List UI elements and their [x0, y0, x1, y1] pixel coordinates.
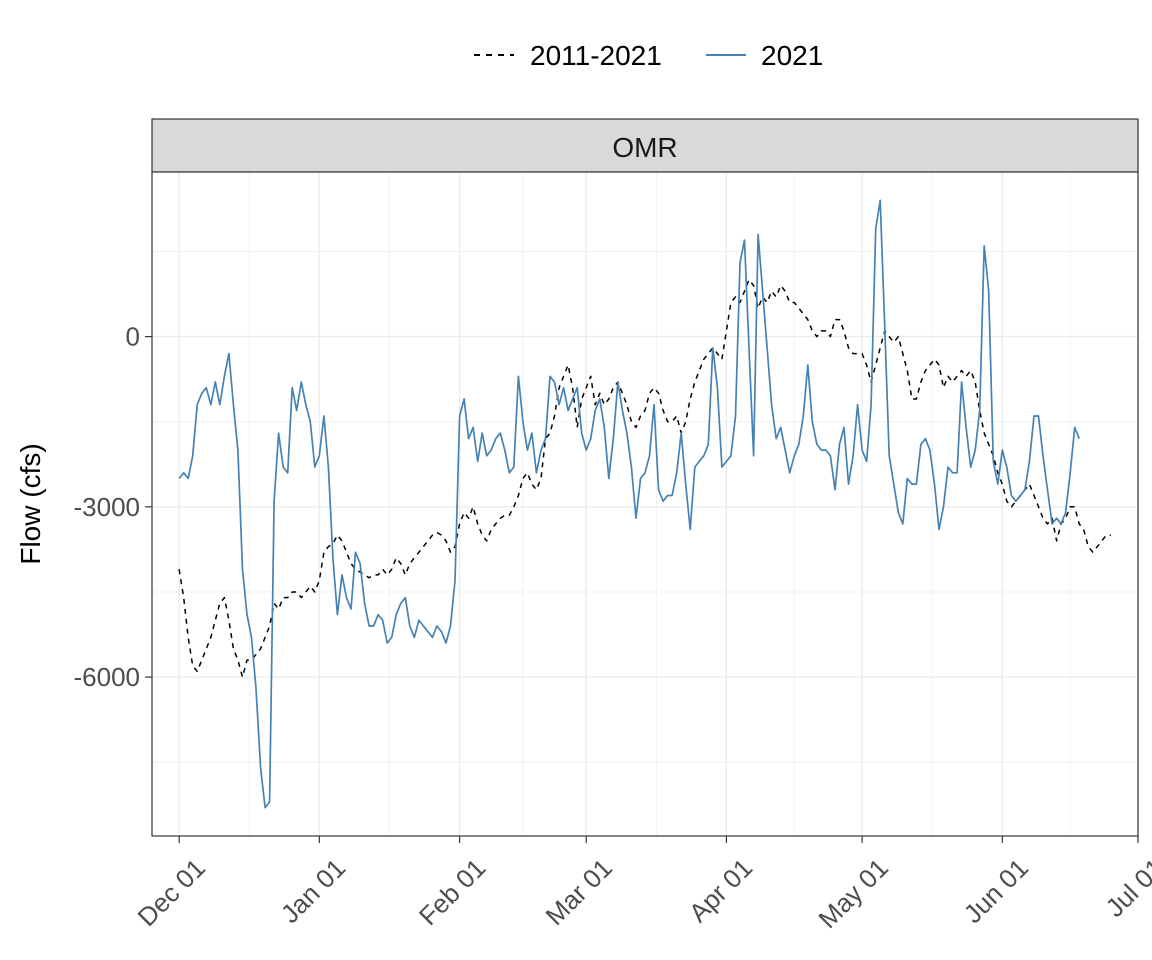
x-tick-label: May 01 — [812, 853, 894, 935]
x-tick-label: Jan 01 — [275, 853, 351, 929]
y-axis-title: Flow (cfs) — [15, 443, 46, 564]
y-tick-label: -3000 — [74, 492, 141, 522]
x-tick-label: Mar 01 — [540, 853, 618, 931]
series-line-2021 — [178, 199, 1080, 809]
legend-label-2021: 2021 — [761, 40, 823, 71]
x-tick-label: Jun 01 — [958, 853, 1034, 929]
plot-panel-border — [151, 171, 1139, 837]
legend-label-2011-2021: 2011-2021 — [530, 40, 662, 71]
y-tick-label: -6000 — [74, 662, 141, 692]
x-tick-label: Jul 01 — [1100, 853, 1152, 923]
y-axis: 0 -3000 -6000 — [74, 322, 152, 692]
plot-panel-background — [152, 172, 1138, 836]
y-tick-label: 0 — [126, 322, 140, 352]
x-axis: Dec 01 Jan 01 Feb 01 Mar 01 Apr 01 May 01 Jun … — [131, 836, 1152, 934]
x-tick-label: Apr 01 — [683, 853, 758, 928]
x-tick-label: Feb 01 — [413, 853, 491, 931]
facet-strip-label: OMR — [612, 132, 677, 163]
legend: 2011-2021 2021 — [474, 40, 823, 71]
x-tick-label: Dec 01 — [131, 853, 210, 932]
series-layer — [178, 199, 1111, 809]
major-gridlines — [152, 172, 1139, 836]
minor-gridlines — [152, 172, 1138, 836]
series-line-2011-2021 — [178, 279, 1111, 678]
